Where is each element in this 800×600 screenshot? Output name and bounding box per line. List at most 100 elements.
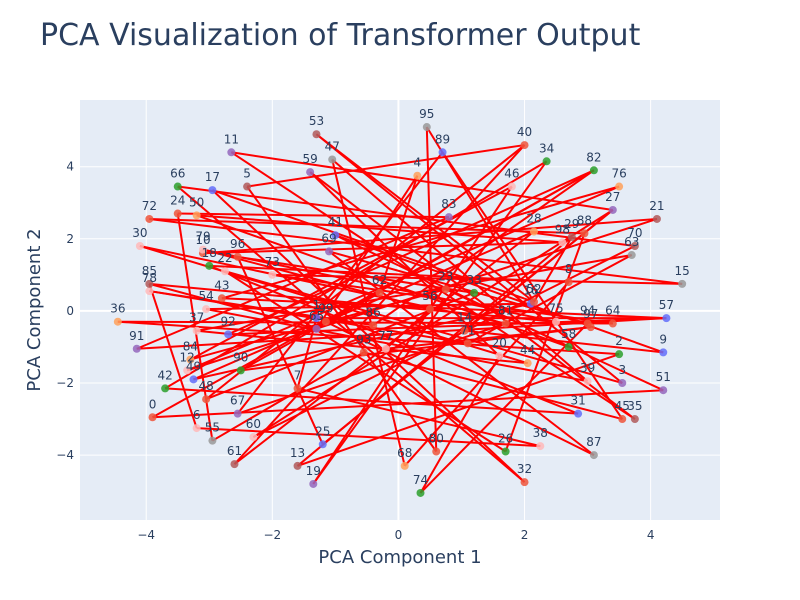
point-label: 11 [224,132,239,146]
data-point [552,317,561,326]
data-point [422,123,431,132]
connection-line [504,233,586,452]
point-label: 87 [586,435,601,449]
connection-line [149,290,468,345]
data-point [432,447,441,456]
point-label: 14 [457,311,472,325]
data-point [192,424,201,433]
connection-line [202,248,431,311]
point-label: 73 [265,255,280,269]
point-label: 61 [227,444,242,458]
point-label: 72 [142,199,157,213]
connection-lines [117,126,683,494]
connection-line [312,160,548,485]
data-point [217,294,226,303]
point-label: 34 [539,141,554,155]
point-label: 27 [605,190,620,204]
point-label: 16 [523,284,538,298]
data-point [529,297,538,306]
connection-line [331,158,589,382]
data-point [608,205,617,214]
data-point [145,279,154,288]
point-label: 80 [429,432,444,446]
data-point [202,395,211,404]
data-point [586,323,595,332]
point-label: 0 [149,397,157,411]
data-point [145,214,154,223]
connection-line [378,175,419,294]
data-point [520,141,529,150]
x-tick-label: −2 [263,528,281,542]
point-label: 45 [615,399,630,413]
connection-line [202,248,557,323]
point-label: 46 [504,167,519,181]
point-label: 70 [627,226,642,240]
point-label: 84 [183,340,198,354]
point-label: 69 [321,231,336,245]
point-label: 59 [303,152,318,166]
y-axis-title: PCA Component 2 [24,228,45,391]
data-point [441,285,450,294]
x-tick-label: 4 [647,528,655,542]
point-label: 6 [193,408,201,422]
data-point [678,279,687,288]
connection-line [165,387,579,415]
point-label: 7 [294,368,302,382]
data-point [425,305,434,314]
point-label: 79 [195,230,210,244]
connection-line [149,282,557,323]
connection-line [252,245,636,438]
connection-line [202,217,658,255]
data-point [186,355,195,364]
data-point [567,232,576,241]
connection-line [272,273,683,285]
point-label: 54 [198,289,213,303]
point-label: 82 [586,150,601,164]
data-point [318,440,327,449]
data-point [321,317,330,326]
point-labels: 0123456789101112131415161718192021222324… [110,107,690,487]
x-tick-label: −4 [137,528,155,542]
connection-line [193,230,535,381]
point-label: 94 [580,304,595,318]
point-label: 20 [492,336,507,350]
connection-line [441,151,624,420]
data-point [444,213,453,222]
connection-line [240,326,591,372]
x-axis-title: PCA Component 1 [318,547,481,568]
data-point [227,148,236,157]
data-point [208,436,217,445]
point-label: 9 [659,332,667,346]
data-point [148,413,157,422]
data-point [331,231,340,240]
data-point [536,442,545,451]
point-label: 30 [132,226,147,240]
data-point [615,182,624,191]
point-label: 86 [366,305,381,319]
point-label: 96 [230,237,245,251]
point-label: 33 [466,273,481,287]
data-point [416,488,425,497]
point-label: 77 [378,329,393,343]
data-point [325,247,334,256]
connection-line [149,282,317,330]
connection-line [230,151,636,420]
data-point [359,348,368,357]
data-point [173,182,182,191]
connection-line [419,355,501,494]
connection-line [419,322,589,494]
point-label: 64 [605,304,620,318]
point-label: 19 [306,464,321,478]
data-point [293,384,302,393]
data-point [202,305,211,314]
data-point [230,460,239,469]
point-label: 65 [309,309,324,323]
point-label: 18 [202,246,217,260]
connection-line [211,351,365,442]
data-point [470,288,479,297]
point-label: 12 [180,350,195,364]
point-label: 31 [570,394,585,408]
connection-line [196,329,528,365]
